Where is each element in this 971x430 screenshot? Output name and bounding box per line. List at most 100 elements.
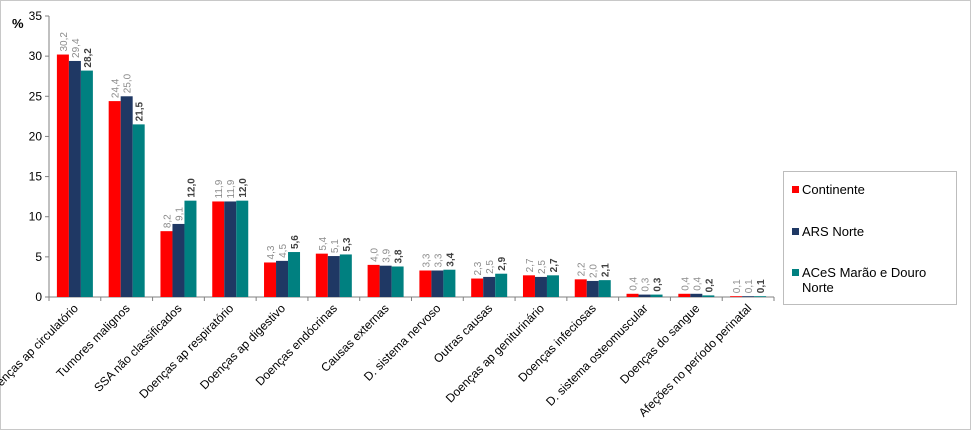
- y-tick-label: 30: [29, 49, 43, 63]
- bar: [160, 231, 173, 297]
- data-label: 3,8: [394, 249, 405, 263]
- legend-label: Continente: [802, 182, 865, 197]
- bar: [546, 275, 559, 297]
- bar: [315, 253, 328, 297]
- bar: [638, 294, 651, 297]
- bar: [419, 270, 432, 297]
- y-tick-label: 20: [29, 129, 43, 143]
- bar: [650, 294, 663, 297]
- y-tick-label: 0: [35, 290, 42, 304]
- legend-item-ars-norte: ARS Norte: [792, 224, 952, 239]
- legend-swatch-continente: [792, 186, 799, 193]
- data-label: 11,9: [214, 179, 225, 198]
- data-label: 2,7: [525, 258, 536, 272]
- bar: [678, 293, 691, 297]
- data-label: 2,0: [589, 264, 600, 278]
- bar: [522, 275, 535, 297]
- bar: [56, 54, 69, 298]
- data-label: 3,9: [382, 248, 393, 262]
- bar: [626, 293, 639, 297]
- data-label: 8,2: [162, 214, 173, 228]
- data-label: 3,3: [433, 253, 444, 267]
- data-label: 0,1: [732, 279, 743, 293]
- category-label: Doenças ap digestivo: [197, 301, 288, 392]
- data-label: 2,3: [473, 261, 484, 275]
- bar: [80, 70, 93, 297]
- data-label: 0,3: [641, 277, 652, 291]
- bar: [367, 264, 380, 297]
- data-label: 0,1: [744, 279, 755, 293]
- data-label: 0,4: [692, 276, 703, 290]
- data-label: 4,5: [278, 244, 289, 258]
- bar: [212, 201, 225, 297]
- bar: [288, 252, 301, 297]
- data-label: 29,4: [71, 38, 82, 58]
- y-tick-label: 15: [29, 170, 43, 184]
- data-label: 2,7: [549, 258, 560, 272]
- data-label: 0,4: [629, 276, 640, 290]
- bar: [327, 256, 340, 297]
- data-label: 0,2: [704, 278, 715, 292]
- bar: [534, 276, 547, 297]
- data-label: 12,0: [186, 178, 197, 198]
- data-label: 24,4: [111, 78, 122, 98]
- data-label: 5,1: [330, 239, 341, 253]
- data-label: 2,1: [601, 263, 612, 277]
- bar: [443, 269, 456, 297]
- bar: [224, 201, 237, 297]
- data-label: 3,3: [421, 253, 432, 267]
- y-tick-label: 35: [29, 9, 43, 23]
- bar: [264, 262, 277, 297]
- data-label: 12,0: [238, 178, 249, 198]
- data-label: 0,4: [680, 276, 691, 290]
- data-label: 11,9: [226, 179, 237, 198]
- data-label: 30,2: [59, 32, 70, 52]
- bar: [120, 96, 133, 298]
- y-axis-title: %: [12, 16, 24, 31]
- data-label: 3,4: [445, 252, 456, 266]
- data-label: 2,2: [577, 262, 588, 276]
- bar: [172, 223, 185, 297]
- bar: [391, 266, 404, 297]
- bar: [339, 254, 352, 297]
- category-label: Doenças ap respiratório: [136, 301, 236, 401]
- bar: [68, 60, 81, 298]
- bar: [108, 101, 121, 297]
- bar: [495, 273, 508, 297]
- data-label: 25,0: [123, 73, 134, 93]
- data-label: 4,0: [370, 248, 381, 262]
- data-label: 2,9: [497, 256, 508, 270]
- bar: [730, 296, 743, 297]
- bar: [471, 278, 484, 297]
- category-label: Afeções no período perinatal: [636, 301, 754, 419]
- data-label: 5,6: [290, 235, 301, 249]
- bar: [132, 124, 145, 297]
- data-label: 5,4: [318, 236, 329, 250]
- bar: [574, 279, 587, 297]
- bar: [276, 260, 289, 297]
- bar: [586, 280, 599, 297]
- bar: [236, 200, 249, 297]
- legend-item-aces: ACeS Marão e Douro Norte: [792, 265, 952, 295]
- legend-label: ARS Norte: [802, 224, 865, 239]
- y-tick-label: 5: [35, 250, 42, 264]
- legend-swatch-aces: [792, 269, 799, 276]
- y-tick-label: 25: [29, 89, 43, 103]
- chart-legend: Continente ARS Norte ACeS Marão e Douro …: [783, 171, 957, 305]
- category-label: SSA não classificados: [91, 301, 184, 394]
- bar: [742, 296, 755, 297]
- bar: [431, 270, 444, 297]
- y-tick-label: 10: [29, 210, 43, 224]
- legend-swatch-ars-norte: [792, 228, 799, 235]
- legend-label: ACeS Marão e Douro Norte: [802, 265, 927, 295]
- bar: [754, 296, 767, 297]
- data-label: 0,3: [653, 277, 664, 291]
- category-label: D. sistema osteomuscular: [543, 301, 651, 409]
- category-label: Doenças ap circulatório: [0, 301, 81, 400]
- data-label: 2,5: [485, 260, 496, 274]
- bar: [379, 265, 392, 297]
- bar: [702, 295, 715, 297]
- data-label: 0,1: [756, 279, 767, 293]
- bar: [690, 293, 703, 297]
